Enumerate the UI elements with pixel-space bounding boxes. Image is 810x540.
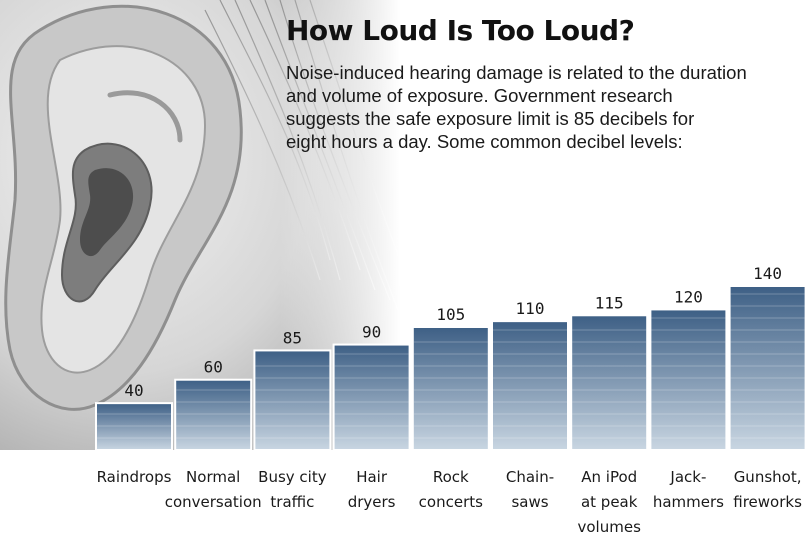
category-label: concerts: [419, 493, 483, 511]
category-label: fireworks: [733, 493, 802, 511]
category-label: Rock: [433, 468, 469, 486]
category-label: Gunshot,: [734, 468, 802, 486]
subtitle-line: eight hours a day. Some common decibel l…: [286, 131, 683, 152]
bar: [728, 285, 807, 451]
category-label: saws: [511, 493, 548, 511]
category-label: An iPod: [581, 468, 637, 486]
bar: [649, 308, 728, 451]
value-label: 115: [595, 293, 624, 312]
value-label: 90: [362, 323, 381, 342]
bar: [491, 320, 569, 451]
bar: [411, 326, 490, 451]
bar: [332, 343, 411, 452]
category-label: Busy city: [258, 468, 327, 486]
bar: [95, 402, 173, 451]
chart-title: How Loud Is Too Loud?: [286, 14, 635, 47]
value-label: 140: [753, 264, 782, 283]
value-label: 40: [124, 381, 143, 400]
category-label: Raindrops: [97, 468, 172, 486]
bars-group: [95, 285, 807, 452]
bar: [174, 378, 253, 452]
subtitle-line: suggests the safe exposure limit is 85 d…: [286, 108, 695, 129]
category-label: volumes: [578, 518, 642, 536]
subtitle-line: Noise-induced hearing damage is related …: [286, 62, 747, 83]
bar: [253, 349, 332, 451]
category-label: at peak: [581, 493, 638, 511]
category-label: conversation: [165, 493, 262, 511]
value-label: 120: [674, 287, 703, 306]
value-label: 85: [283, 328, 302, 347]
category-label: hammers: [653, 493, 724, 511]
category-labels-group: Raindrops Normal conversation Busy city traf…: [97, 468, 803, 536]
bar: [570, 314, 649, 451]
category-label: Jack-: [669, 468, 706, 486]
chart-subtitle: Noise-induced hearing damage is related …: [286, 61, 806, 153]
value-label: 105: [436, 305, 465, 324]
subtitle-line: and volume of exposure. Government resea…: [286, 85, 673, 106]
category-label: Normal: [186, 468, 240, 486]
value-label: 110: [516, 299, 545, 318]
category-label: Chain-: [506, 468, 554, 486]
category-label: dryers: [348, 493, 396, 511]
value-labels-group: 40 60 85 90 105 110 115 120 140: [124, 264, 782, 400]
category-label: traffic: [270, 493, 314, 511]
category-label: Hair: [356, 468, 388, 486]
value-label: 60: [204, 358, 223, 377]
